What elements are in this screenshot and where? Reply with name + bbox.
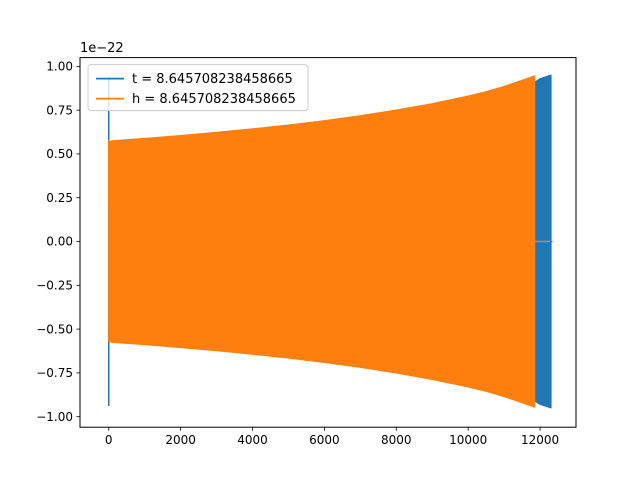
x-tick-label: 6000 [309,433,340,447]
x-tick-label: 2000 [165,433,196,447]
x-tick-label: 10000 [449,433,487,447]
y-tick-label: −0.25 [36,279,73,293]
y-tick-label: −0.75 [36,366,73,380]
y-tick-label: 0.00 [46,235,73,249]
y-tick-label: 0.50 [46,147,73,161]
y-tick-label: 0.25 [46,191,73,205]
y-tick-label: 0.75 [46,103,73,117]
y-tick-label: −0.50 [36,322,73,336]
y-offset-label: 1e−22 [80,41,124,56]
legend-label: h = 8.645708238458665 [132,92,296,107]
x-tick-label: 4000 [237,433,268,447]
x-tick-label: 0 [105,433,113,447]
y-tick-label: −1.00 [36,410,73,424]
axes-frame [79,57,577,428]
series-h-band [108,75,536,408]
legend-box [87,64,309,112]
legend-label: t = 8.645708238458665 [132,72,293,87]
x-tick-label: 8000 [381,433,412,447]
y-axis: −1.00 −0.75 −0.50 −0.25 0.00 0.25 0.50 0.75 1.00 [36,60,80,424]
y-tick-label: 1.00 [46,60,73,74]
series-layer [108,74,553,409]
x-axis: 0 2000 4000 6000 8000 10000 12000 [105,427,559,447]
legend: t = 8.645708238458665 h = 8.6457082384586… [87,64,309,112]
x-tick-label: 12000 [521,433,559,447]
